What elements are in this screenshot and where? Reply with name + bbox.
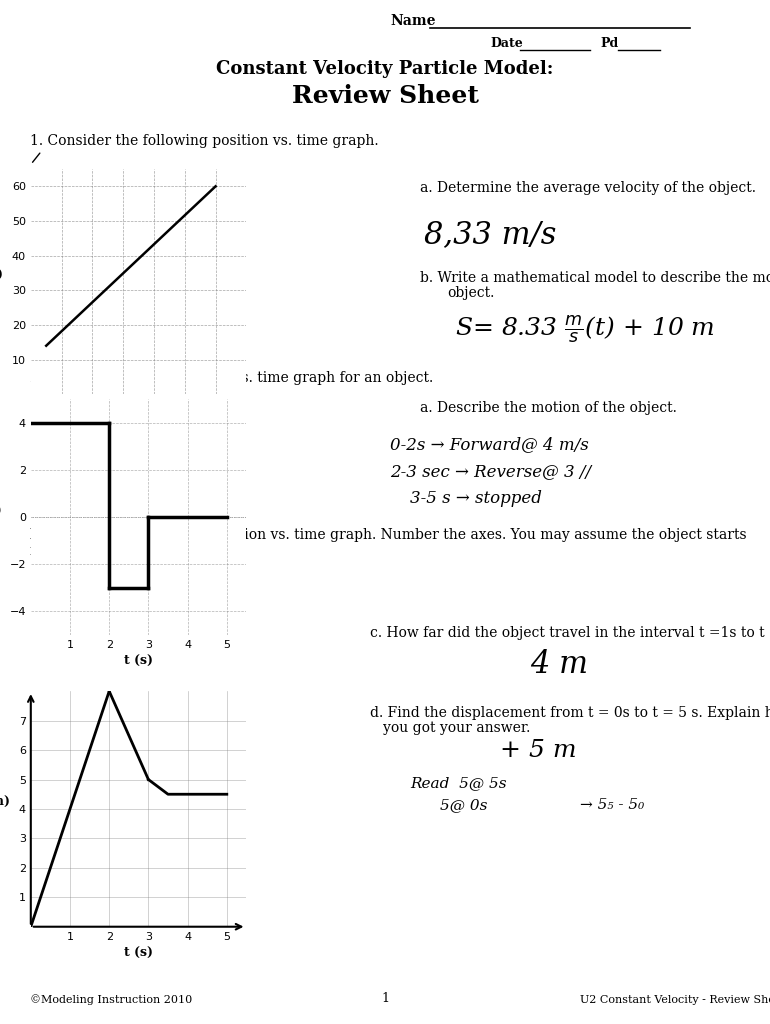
Text: 1: 1 [381, 992, 389, 1005]
X-axis label: t (s): t (s) [124, 415, 153, 428]
X-axis label: t (s): t (s) [124, 655, 153, 669]
Text: S= 8.33 $\frac{m}{s}$(t) + 10 m: S= 8.33 $\frac{m}{s}$(t) + 10 m [455, 313, 715, 345]
Y-axis label: x (m): x (m) [0, 796, 9, 809]
Text: 2-3 sec → Reverse@ 3 //: 2-3 sec → Reverse@ 3 // [390, 463, 591, 480]
Text: 5@ 0s: 5@ 0s [440, 798, 487, 812]
Text: Date: Date [490, 37, 523, 50]
Text: a. Determine the average velocity of the object.: a. Determine the average velocity of the… [420, 181, 756, 195]
Text: a. Describe the motion of the object.: a. Describe the motion of the object. [420, 401, 677, 415]
Y-axis label: x (m): x (m) [0, 268, 2, 282]
Text: Constant Velocity Particle Model:: Constant Velocity Particle Model: [216, 60, 554, 78]
Text: 0-2s → Forward@ 4 m/s: 0-2s → Forward@ 4 m/s [390, 436, 589, 453]
Text: Read  5@ 5s: Read 5@ 5s [410, 776, 507, 790]
Text: you got your answer.: you got your answer. [383, 721, 531, 735]
Text: → 5₅ - 5₀: → 5₅ - 5₀ [580, 798, 644, 812]
X-axis label: t (s): t (s) [124, 947, 153, 961]
Text: 8,33 m/s: 8,33 m/s [424, 219, 556, 250]
Y-axis label: v
(m/s): v (m/s) [0, 489, 3, 517]
Text: 3-5 s → stopped: 3-5 s → stopped [410, 490, 542, 507]
Text: Pd: Pd [600, 37, 618, 50]
Text: object.: object. [447, 286, 494, 300]
Text: 1. Consider the following position vs. time graph.: 1. Consider the following position vs. t… [30, 134, 379, 148]
Text: b. Write a mathematical model to describe the motion of the: b. Write a mathematical model to describ… [420, 271, 770, 285]
Text: c. How far did the object travel in the interval t =1s to t =2s?: c. How far did the object travel in the … [370, 626, 770, 640]
Text: U2 Constant Velocity - Review Sheet v3.0: U2 Constant Velocity - Review Sheet v3.0 [580, 995, 770, 1005]
Text: b. Draw a corresponding position vs. time graph. Number the axes. You may assume: b. Draw a corresponding position vs. tim… [30, 527, 747, 558]
Text: ©Modeling Instruction 2010: ©Modeling Instruction 2010 [30, 994, 192, 1005]
Text: + 5 m: + 5 m [500, 739, 577, 762]
Text: 4 m: 4 m [530, 649, 588, 680]
Text: Name: Name [390, 14, 436, 28]
Text: Review Sheet: Review Sheet [292, 84, 478, 108]
Text: d. Find the displacement from t = 0s to t = 5 s. Explain how: d. Find the displacement from t = 0s to … [370, 706, 770, 720]
Text: 2. Shown below is a velocity vs. time graph for an object.: 2. Shown below is a velocity vs. time gr… [30, 371, 434, 385]
